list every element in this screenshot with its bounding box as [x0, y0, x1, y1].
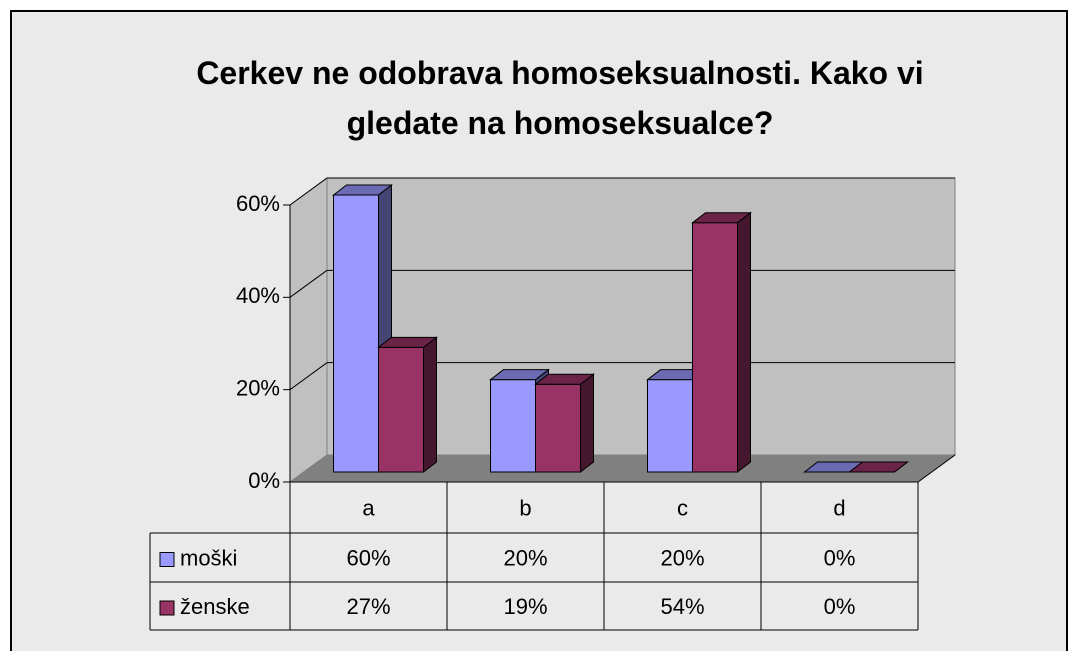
table-value: 20% [503, 545, 547, 570]
grid-line [289, 177, 328, 206]
y-tick-label: 0% [248, 468, 280, 493]
legend-swatch [159, 600, 175, 616]
bar [333, 194, 379, 473]
bar-side [580, 373, 594, 474]
table-value: 27% [346, 594, 390, 619]
table-value: 0% [824, 594, 856, 619]
bar [692, 222, 738, 473]
bar-side [737, 211, 751, 474]
table-value: 0% [824, 545, 856, 570]
bar-top [332, 184, 393, 196]
grid-line [289, 362, 328, 391]
chart-title: Cerkev ne odobrava homoseksualnosti. Kak… [196, 55, 924, 141]
table-value: 19% [503, 594, 547, 619]
legend-swatch [159, 552, 175, 567]
x-tick-label: a [362, 495, 375, 520]
bar-top [377, 336, 438, 348]
bar [378, 346, 424, 473]
bar-side [423, 336, 437, 474]
bar-top [691, 212, 752, 224]
x-tick-label: b [519, 495, 531, 520]
legend-label: moški [180, 545, 237, 570]
y-tick-label: 20% [236, 375, 280, 400]
bar [535, 383, 581, 473]
bar-top [848, 461, 909, 473]
bar [490, 379, 536, 473]
bar [647, 379, 693, 473]
x-tick-label: c [677, 495, 688, 520]
side-wall [289, 177, 328, 483]
table-value: 20% [660, 545, 704, 570]
table-value: 54% [660, 594, 704, 619]
y-tick-label: 60% [236, 191, 280, 216]
bar-top [534, 373, 595, 385]
y-tick-label: 40% [236, 283, 280, 308]
table-line [917, 454, 956, 483]
table-value: 60% [346, 545, 390, 570]
legend-label: ženske [180, 594, 250, 619]
x-tick-label: d [833, 495, 845, 520]
bar-top [489, 369, 550, 381]
grid-line [289, 269, 328, 298]
